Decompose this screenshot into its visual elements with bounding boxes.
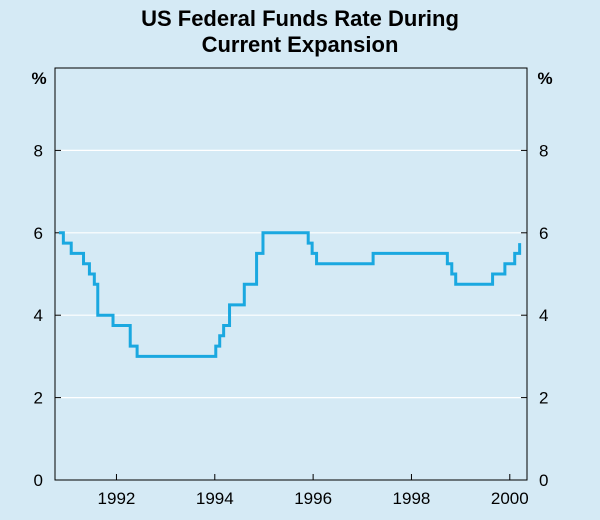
x-tick-label: 1994 [196, 489, 234, 508]
y-tick-label-left: 4 [34, 306, 43, 325]
y-tick-label-right: 6 [539, 224, 548, 243]
y-tick-label-left: 0 [34, 471, 43, 490]
x-tick-label: 2000 [491, 489, 529, 508]
plot-frame [54, 67, 528, 481]
y-tick-label-right: 0 [539, 471, 548, 490]
y-tick-label-right: 4 [539, 306, 548, 325]
y-tick-label-left: 2 [34, 389, 43, 408]
y-tick-label-right: 2 [539, 389, 548, 408]
x-tick-label: 1998 [393, 489, 431, 508]
x-tick-label: 1996 [294, 489, 332, 508]
tick-layer [55, 149, 527, 481]
y-axis-unit-left: % [31, 69, 46, 88]
y-axis-unit-right: % [537, 69, 552, 88]
chart-title: US Federal Funds Rate During Current Exp… [0, 6, 600, 58]
y-tick-label-right: 8 [539, 141, 548, 160]
x-tick-label: 1992 [98, 489, 136, 508]
chart-title-line-1: US Federal Funds Rate During [141, 6, 459, 31]
y-tick-label-left: 8 [34, 141, 43, 160]
label-layer: 0 0 2 2 4 4 6 6 8 8 1992 1994 1996 1998 2000 [34, 141, 549, 508]
series-layer [58, 231, 522, 358]
y-tick-label-left: 6 [34, 224, 43, 243]
series-line-federal-funds-rate [58, 231, 522, 358]
chart-title-line-2: Current Expansion [201, 32, 399, 57]
